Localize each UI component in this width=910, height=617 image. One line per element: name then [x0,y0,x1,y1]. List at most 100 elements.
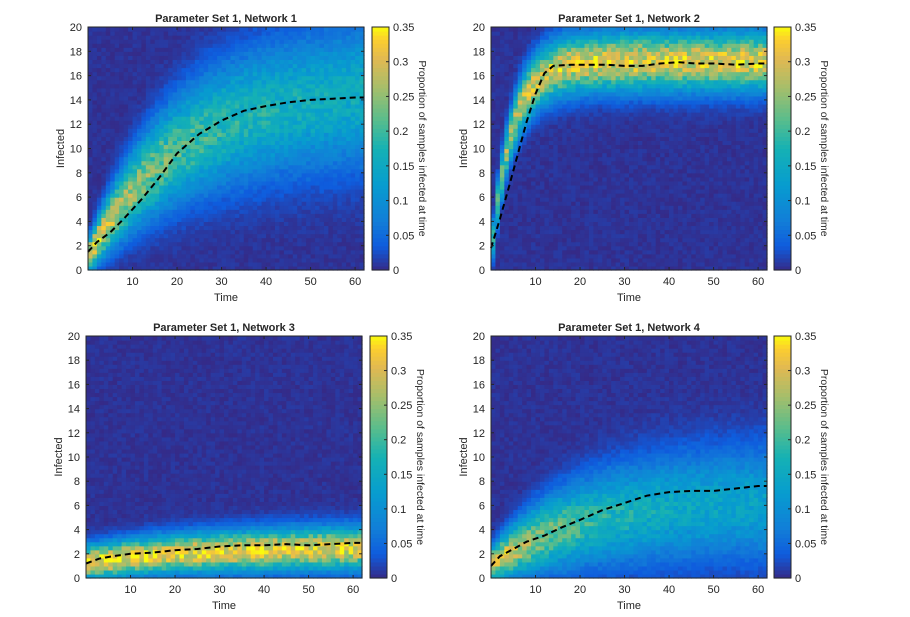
heatmap-cell [548,27,554,32]
heatmap-cell [159,47,165,52]
heatmap-cell [553,217,559,222]
heatmap-cell [495,124,501,129]
heatmap-cell [221,144,227,150]
heatmap-cell [239,257,245,263]
heatmap-cell [257,103,263,109]
heatmap-cell [297,67,303,73]
heatmap-cell [114,55,120,60]
heatmap-cell [234,168,240,174]
colorbar-segment [372,148,389,154]
heatmap-cell [531,132,537,137]
heatmap-cell [96,245,102,251]
heatmap-cell [181,124,187,129]
heatmap-cell [270,225,276,231]
heatmap-cell [181,241,187,247]
colorbar-segment [372,31,389,36]
heatmap-cell [181,95,187,101]
heatmap-cell [279,116,285,121]
heatmap-cell [159,43,165,48]
heatmap-cell [172,265,178,271]
heatmap-cell [119,87,125,93]
heatmap-cell [154,132,160,137]
heatmap-cell [359,213,365,218]
heatmap-cell [88,233,94,239]
heatmap-cell [110,103,116,109]
heatmap-cell [337,140,343,146]
y-tick-label: 18 [70,46,82,58]
heatmap-cell [270,128,276,133]
heatmap-cell [145,108,151,113]
heatmap-cell [526,128,532,133]
heatmap-cell [508,95,514,101]
heatmap-cell [252,128,258,133]
heatmap-cell [350,39,356,44]
heatmap-cell [517,213,523,218]
heatmap-cell [315,67,321,73]
heatmap-cell [163,249,169,255]
heatmap-cell [548,193,554,198]
heatmap-cell [221,197,227,202]
heatmap-cell [208,55,214,60]
heatmap-cell [208,172,214,178]
heatmap-cell [145,63,151,69]
heatmap-cell [504,144,510,150]
heatmap-cell [266,213,272,218]
heatmap-cell [337,257,343,263]
heatmap-cell [566,164,572,170]
heatmap-cell [208,75,214,81]
heatmap-cell [341,91,347,97]
heatmap-cell [332,67,338,73]
heatmap-cell [145,51,151,56]
heatmap-cell [297,83,303,89]
heatmap-cell [504,265,510,271]
heatmap-cell [319,261,325,267]
heatmap-cell [88,213,94,218]
heatmap-cell [323,51,329,56]
heatmap-cell [491,205,497,210]
heatmap-cell [548,59,554,65]
heatmap-cell [332,257,338,263]
heatmap-cell [226,31,232,36]
heatmap-cell [110,136,116,141]
heatmap-cell [248,55,254,60]
heatmap-cell [297,180,303,186]
heatmap-cell [221,229,227,235]
heatmap-cell [571,265,577,271]
heatmap-cell [145,148,151,154]
heatmap-cell [526,39,532,44]
heatmap-cell [571,253,577,259]
heatmap-cell [301,201,307,206]
heatmap-cell [177,136,183,141]
heatmap-cell [566,168,572,174]
heatmap-cell [105,176,111,182]
colorbar-segment [372,205,389,210]
heatmap-cell [553,221,559,227]
heatmap-cell [359,112,365,117]
heatmap-cell [101,79,107,85]
heatmap-cell [190,51,196,56]
heatmap-cell [221,31,227,36]
heatmap-cell [350,184,356,190]
heatmap-cell [513,217,519,222]
heatmap-cell [243,253,249,259]
heatmap-cell [292,27,298,32]
heatmap-cell [332,136,338,141]
heatmap-cell [221,27,227,32]
heatmap-cell [288,120,294,125]
heatmap-cell [234,67,240,73]
heatmap-cell [557,193,563,198]
heatmap-cell [243,124,249,129]
heatmap-cell [154,221,160,227]
heatmap-cell [548,213,554,218]
heatmap-cell [92,39,98,44]
heatmap-cell [194,91,200,97]
heatmap-cell [257,83,263,89]
y-tick-label: 8 [76,168,82,180]
heatmap-cell [190,108,196,113]
heatmap-cell [274,27,281,32]
heatmap-cell [92,164,98,170]
heatmap-cell [522,156,528,162]
heatmap-cell [288,140,294,146]
heatmap-cell [154,217,160,222]
heatmap-cell [110,87,116,93]
